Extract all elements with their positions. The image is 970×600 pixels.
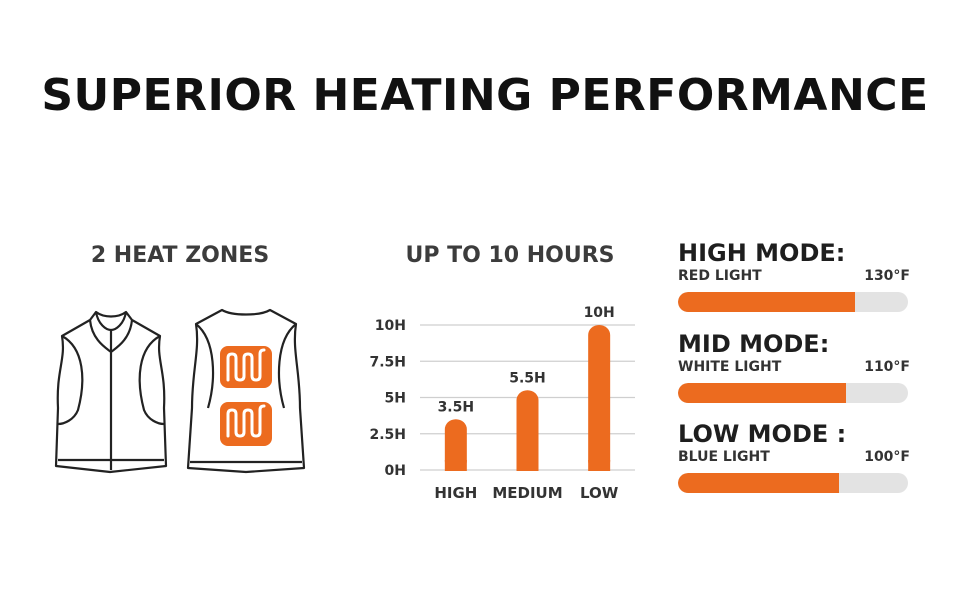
heat-zone-upper-icon [220, 346, 272, 388]
bar-base [516, 460, 539, 471]
mode-high-light: RED LIGHT [678, 268, 762, 284]
x-category-label: HIGH [434, 484, 477, 502]
vest-illustration [50, 300, 310, 480]
y-tick-label: 7.5H [369, 354, 406, 370]
mode-mid-temp: 110°F [864, 359, 910, 375]
mode-mid: MID MODE: WHITE LIGHT 110°F [678, 331, 918, 403]
bar-base [588, 460, 611, 471]
vest-back-icon [186, 308, 306, 474]
mode-low-bar [678, 473, 908, 493]
mode-mid-light: WHITE LIGHT [678, 359, 782, 375]
mode-high-bar [678, 292, 908, 312]
y-tick-label: 5H [385, 391, 406, 407]
bar [588, 325, 611, 471]
mode-low-light: BLUE LIGHT [678, 449, 770, 465]
mode-mid-bar [678, 383, 908, 403]
data-label: 5.5H [509, 370, 546, 386]
y-tick-label: 0H [385, 463, 406, 479]
data-label: 10H [584, 305, 615, 321]
vest-front-icon [54, 310, 168, 474]
y-tick-label: 10H [375, 318, 406, 334]
mode-low: LOW MODE : BLUE LIGHT 100°F [678, 421, 918, 493]
mode-mid-bar-fill [678, 383, 846, 403]
mode-high-name: HIGH MODE: [678, 239, 846, 267]
mode-low-bar-fill [678, 473, 839, 493]
bar [516, 390, 539, 471]
page-title: SUPERIOR HEATING PERFORMANCE [41, 70, 929, 121]
mode-low-temp: 100°F [864, 449, 910, 465]
mode-high-bar-fill [678, 292, 856, 312]
heat-zone-lower-icon [220, 402, 272, 446]
y-tick-label: 2.5H [369, 427, 406, 443]
mode-low-name: LOW MODE : [678, 420, 847, 448]
x-category-label: LOW [580, 484, 619, 502]
mode-high-temp: 130°F [864, 268, 910, 284]
heat-zones-title: 2 HEAT ZONES [90, 243, 270, 268]
mode-high: HIGH MODE: RED LIGHT 130°F [678, 240, 918, 312]
hours-bar-chart: 0H 2.5H 5H 7.5H 10H 3.5H HIGH 5.5H MEDIUM 10H LOW [360, 300, 650, 510]
x-category-label: MEDIUM [492, 484, 562, 502]
bar-base [444, 460, 467, 471]
bar [444, 419, 467, 471]
data-label: 3.5H [438, 399, 475, 415]
hours-title: UP TO 10 HOURS [405, 243, 615, 268]
mode-mid-name: MID MODE: [678, 330, 830, 358]
bar-chart-svg: 0H 2.5H 5H 7.5H 10H 3.5H HIGH 5.5H MEDIUM 10H LOW [369, 305, 635, 502]
